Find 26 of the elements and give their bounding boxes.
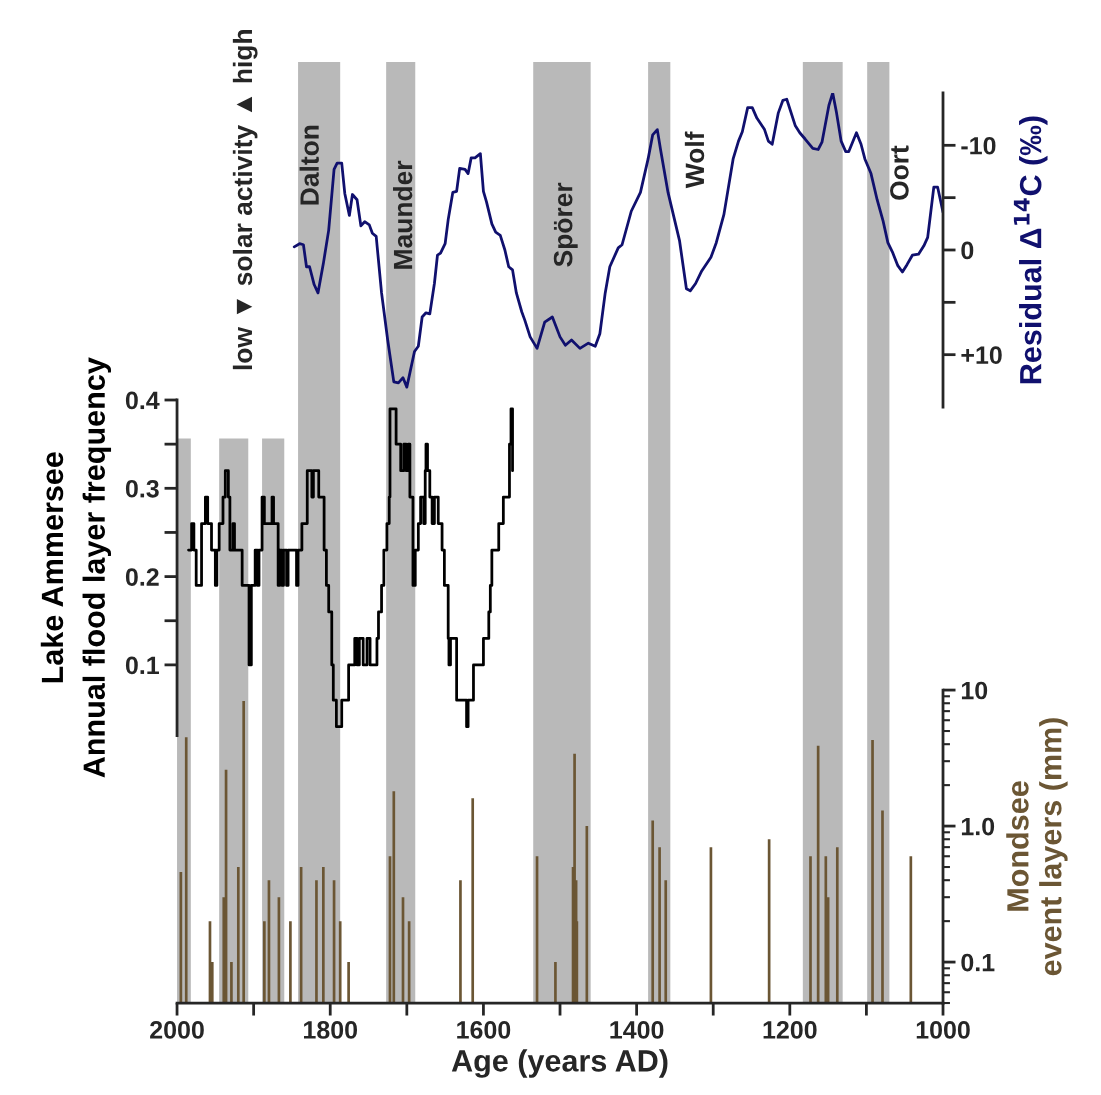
y-axis-title: Lake Ammersee Annual flood layer frequency bbox=[40, 357, 112, 778]
x-tick-label: 1600 bbox=[457, 1021, 511, 1039]
y2-tick-label: -10 bbox=[961, 136, 996, 155]
x-axis-title: Age (years AD) bbox=[451, 1049, 668, 1078]
y-tick-label: 0.4 bbox=[125, 391, 160, 410]
x-tick-label: 1400 bbox=[610, 1021, 664, 1039]
y-tick-label: 0.1 bbox=[125, 656, 159, 675]
y2-tick-label: +10 bbox=[961, 346, 1002, 364]
x-tick-label: 1200 bbox=[763, 1021, 817, 1039]
annotation: low ▼ solar activity ▲ high bbox=[232, 30, 258, 370]
x-tick-label: 1800 bbox=[304, 1021, 358, 1039]
annotation: Dalton bbox=[299, 125, 319, 205]
x-tick-label: 1000 bbox=[916, 1021, 970, 1039]
annotation: Oort bbox=[890, 145, 909, 200]
y2-tick-label: 10 bbox=[961, 681, 988, 700]
y2-tick-label: 0 bbox=[961, 241, 974, 260]
x-tick-label: 2000 bbox=[150, 1021, 204, 1039]
y2-axis-title: Mondsee event layers (mm) bbox=[1006, 718, 1068, 976]
y2-tick-label: 0.1 bbox=[961, 953, 995, 972]
annotation: Wolf bbox=[684, 131, 705, 189]
y2-tick-label: 1.0 bbox=[961, 817, 995, 836]
annotation: Spörer bbox=[553, 182, 578, 267]
annotation: Maunder bbox=[393, 160, 413, 269]
y2-axis-title: Residual Δ$^{14}$C (‰) bbox=[1013, 116, 1048, 384]
y-tick-label: 0.3 bbox=[125, 479, 159, 498]
y-tick-label: 0.2 bbox=[125, 568, 159, 586]
